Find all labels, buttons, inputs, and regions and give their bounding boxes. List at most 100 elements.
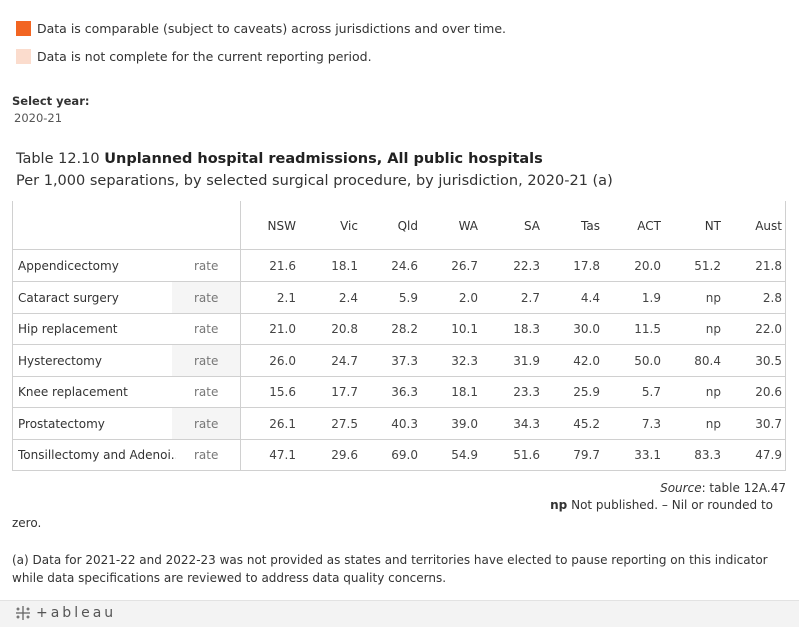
footnote: (a) Data for 2021-22 and 2022-23 was not… — [12, 553, 768, 585]
cell-vic[interactable]: 20.8 — [331, 322, 358, 336]
row-shade — [172, 407, 240, 439]
cell-wa[interactable]: 18.1 — [451, 385, 478, 399]
cell-qld[interactable]: 40.3 — [391, 416, 418, 431]
row-measure: rate — [194, 448, 219, 462]
cell-wa[interactable]: 54.9 — [451, 448, 478, 462]
table-row: Cataract surgery rate 2.1 2.4 5.9 2.0 2.7 4.4 1.… — [12, 281, 786, 314]
cell-act[interactable]: 1.9 — [641, 290, 661, 305]
row-measure: rate — [194, 290, 219, 305]
year-selector[interactable]: 2020-21 — [14, 111, 63, 125]
cell-vic[interactable]: 17.7 — [331, 385, 358, 399]
cell-nsw[interactable]: 26.0 — [269, 353, 296, 368]
column-header-sa: SA — [523, 219, 540, 233]
column-header-aust: Aust — [755, 219, 782, 233]
column-header-tas: Tas — [581, 219, 600, 233]
cell-sa[interactable]: 34.3 — [513, 416, 540, 431]
year-selector-label: Select year: — [12, 94, 90, 108]
tableau-logo[interactable]: +ableau — [14, 604, 116, 622]
cell-nsw[interactable]: 47.1 — [269, 448, 296, 462]
cell-act[interactable]: 7.3 — [641, 416, 661, 431]
cell-wa[interactable]: 2.0 — [458, 290, 478, 305]
cell-aust[interactable]: 30.7 — [755, 416, 782, 431]
table-title: Table 12.10 Unplanned hospital readmissi… — [16, 151, 543, 167]
cell-act[interactable]: 50.0 — [634, 353, 661, 368]
legend-swatch-incomplete — [16, 49, 31, 64]
cell-sa[interactable]: 31.9 — [513, 353, 540, 368]
column-header-act: ACT — [637, 219, 661, 233]
row-label: Appendicectomy — [18, 259, 119, 273]
cell-sa[interactable]: 23.3 — [513, 385, 540, 399]
cell-tas[interactable]: 42.0 — [573, 353, 600, 368]
cell-qld[interactable]: 36.3 — [391, 385, 418, 399]
row-label: Hip replacement — [18, 322, 118, 336]
tableau-wordmark: +ableau — [36, 605, 117, 621]
legend-label-comparable: Data is comparable (subject to caveats) … — [37, 21, 506, 36]
cell-nsw[interactable]: 15.6 — [269, 385, 296, 399]
cell-sa[interactable]: 18.3 — [513, 322, 540, 336]
legend-item-incomplete: Data is not complete for the current rep… — [16, 49, 372, 64]
row-shade — [172, 344, 240, 376]
cell-sa[interactable]: 22.3 — [513, 259, 540, 273]
table-number: Table 12.10 — [16, 151, 100, 167]
cell-qld[interactable]: 37.3 — [391, 353, 418, 368]
cell-qld[interactable]: 5.9 — [398, 290, 418, 305]
cell-nsw[interactable]: 26.1 — [269, 416, 296, 431]
cell-nsw[interactable]: 2.1 — [276, 290, 296, 305]
table-border-right — [785, 201, 786, 470]
cell-aust[interactable]: 47.9 — [755, 448, 782, 462]
cell-tas[interactable]: 45.2 — [573, 416, 600, 431]
cell-vic[interactable]: 27.5 — [331, 416, 358, 431]
cell-nt[interactable]: np — [705, 416, 721, 431]
cell-act[interactable]: 33.1 — [634, 448, 661, 462]
zero-note: zero. — [12, 516, 42, 530]
cell-vic[interactable]: 29.6 — [331, 448, 358, 462]
cell-nt[interactable]: np — [705, 322, 721, 336]
cell-qld[interactable]: 24.6 — [391, 259, 418, 273]
cell-act[interactable]: 5.7 — [641, 385, 661, 399]
cell-nt[interactable]: 80.4 — [694, 353, 721, 368]
cell-aust[interactable]: 21.8 — [755, 259, 782, 273]
cell-nsw[interactable]: 21.6 — [269, 259, 296, 273]
np-text: Not published. – Nil or rounded to — [571, 498, 773, 512]
cell-tas[interactable]: 4.4 — [580, 290, 600, 305]
cell-tas[interactable]: 79.7 — [573, 448, 600, 462]
row-label: Cataract surgery — [18, 290, 119, 305]
cell-sa[interactable]: 51.6 — [513, 448, 540, 462]
tableau-logo-icon — [16, 606, 30, 620]
cell-nt[interactable]: 51.2 — [694, 259, 721, 273]
cell-act[interactable]: 20.0 — [634, 259, 661, 273]
row-measure: rate — [194, 385, 219, 399]
source-label: Source — [660, 481, 702, 495]
cell-aust[interactable]: 2.8 — [762, 290, 782, 305]
cell-tas[interactable]: 17.8 — [573, 259, 600, 273]
cell-act[interactable]: 11.5 — [634, 322, 661, 336]
cell-vic[interactable]: 24.7 — [331, 353, 358, 368]
cell-vic[interactable]: 2.4 — [338, 290, 358, 305]
cell-aust[interactable]: 22.0 — [755, 322, 782, 336]
cell-qld[interactable]: 28.2 — [391, 322, 418, 336]
row-shade — [172, 281, 240, 313]
table-header: NSW Vic Qld WA SA Tas ACT NT Aust — [12, 201, 786, 250]
row-measure: rate — [194, 322, 219, 336]
legend-item-comparable: Data is comparable (subject to caveats) … — [16, 21, 506, 36]
cell-wa[interactable]: 32.3 — [451, 353, 478, 368]
cell-vic[interactable]: 18.1 — [331, 259, 358, 273]
table-row: Hip replacement rate 21.0 20.8 28.2 10.1 18.3 3… — [12, 313, 786, 345]
table-row: Prostatectomy rate 26.1 27.5 40.3 39.0 34.3 45.… — [12, 407, 786, 440]
cell-nt[interactable]: np — [705, 385, 721, 399]
cell-sa[interactable]: 2.7 — [520, 290, 540, 305]
table-border-left — [12, 201, 13, 470]
cell-wa[interactable]: 39.0 — [451, 416, 478, 431]
cell-nt[interactable]: 83.3 — [694, 448, 721, 462]
cell-aust[interactable]: 20.6 — [755, 385, 782, 399]
cell-nt[interactable]: np — [705, 290, 721, 305]
column-header-vic: Vic — [340, 219, 358, 233]
cell-aust[interactable]: 30.5 — [755, 353, 782, 368]
cell-wa[interactable]: 10.1 — [451, 322, 478, 336]
cell-wa[interactable]: 26.7 — [451, 259, 478, 273]
table-divider — [240, 201, 241, 470]
cell-qld[interactable]: 69.0 — [391, 448, 418, 462]
cell-nsw[interactable]: 21.0 — [269, 322, 296, 336]
cell-tas[interactable]: 25.9 — [573, 385, 600, 399]
cell-tas[interactable]: 30.0 — [573, 322, 600, 336]
